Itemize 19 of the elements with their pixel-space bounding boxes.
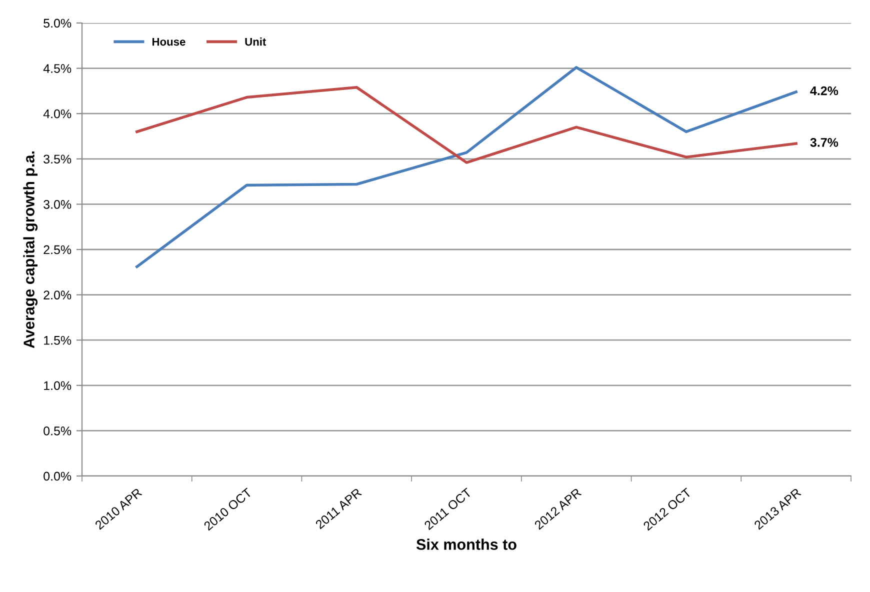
y-tick-label: 1.0% xyxy=(44,381,72,390)
y-tick-label: 3.0% xyxy=(44,200,72,209)
y-tick-label: 4.0% xyxy=(43,109,72,118)
data-label: 3.7% xyxy=(810,138,838,147)
y-axis-title: Average capital growth p.a. xyxy=(23,152,38,348)
data-label: 4.2% xyxy=(810,86,838,96)
y-tick-label: 4.5% xyxy=(43,64,72,73)
y-tick-label: 0.5% xyxy=(44,426,72,436)
legend-label: Unit xyxy=(245,38,266,46)
y-tick-label: 5.0% xyxy=(44,18,72,28)
x-axis-title: Six months to xyxy=(416,538,516,550)
y-tick-label: 3.5% xyxy=(44,154,72,164)
line-series xyxy=(136,86,798,164)
y-tick-label: 0.0% xyxy=(44,472,72,481)
y-tick-label: 2.5% xyxy=(44,245,72,254)
y-tick-label: 1.5% xyxy=(44,336,72,345)
line-series xyxy=(136,66,798,268)
legend-label: House xyxy=(152,38,186,46)
y-tick-label: 2.0% xyxy=(44,290,72,300)
